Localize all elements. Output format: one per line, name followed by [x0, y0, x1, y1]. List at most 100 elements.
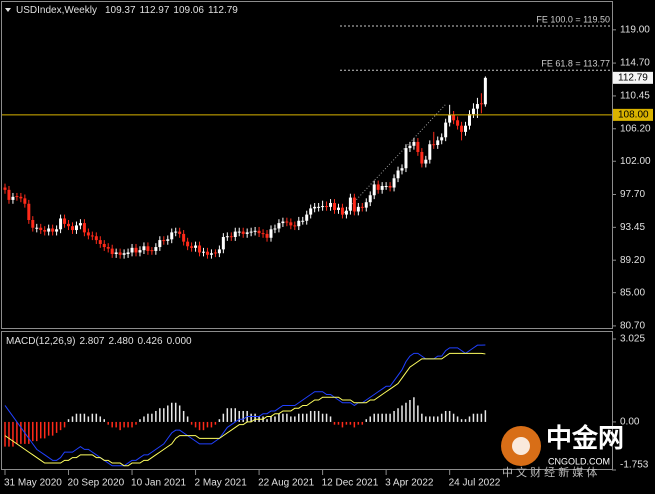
candle-body	[233, 231, 237, 238]
y-tick-label: 97.70	[620, 189, 645, 200]
macd-bar	[313, 410, 316, 422]
macd-bar	[305, 413, 308, 422]
candle-body	[293, 225, 297, 227]
menu-triangle[interactable]	[5, 8, 11, 12]
macd-bar	[389, 413, 391, 422]
macd-bar	[131, 421, 133, 428]
macd-bar	[440, 413, 443, 422]
candle-body	[380, 185, 384, 190]
macd-bar	[178, 405, 181, 422]
candle-body	[440, 137, 444, 141]
candle-body	[166, 239, 170, 241]
macd-bar	[286, 413, 288, 422]
candle-body	[114, 252, 118, 255]
candle-body	[102, 243, 106, 248]
candle-body	[404, 148, 408, 169]
candle-body	[289, 222, 293, 226]
candle-body	[82, 223, 86, 233]
macd-bar	[202, 421, 205, 431]
macd-bar	[329, 416, 332, 422]
x-tick-label: 12 Dec 2021	[322, 478, 379, 489]
candle-body	[444, 122, 448, 138]
candle-body	[94, 236, 98, 241]
candle-body	[146, 246, 150, 251]
current-price-box	[613, 71, 653, 84]
header-value: USDIndex,Weekly	[16, 5, 97, 16]
macd-bar	[16, 421, 18, 444]
candle-body	[479, 103, 483, 105]
x-tick-label: 22 Aug 2021	[258, 478, 315, 489]
candle-body	[364, 202, 368, 208]
candle-body	[420, 151, 424, 164]
macd-bar	[4, 421, 6, 447]
macd-bar	[452, 413, 455, 422]
macd-bar	[413, 397, 415, 422]
macd-bar	[234, 408, 237, 422]
candle-body	[43, 230, 47, 232]
x-tick-label: 24 Jul 2022	[449, 478, 501, 489]
macd-bar	[421, 413, 423, 422]
macd-bar	[123, 421, 125, 428]
candle-body	[309, 208, 313, 215]
candle-body	[31, 220, 35, 228]
x-tick-label: 10 Jan 2021	[131, 478, 186, 489]
candle-body	[265, 233, 269, 238]
candle-body	[110, 248, 114, 255]
macd-bar	[214, 421, 217, 425]
candle-body	[3, 187, 7, 190]
candle-body	[452, 114, 456, 121]
y-tick-label: 119.00	[620, 24, 650, 35]
macd-bar	[127, 421, 129, 428]
macd-bar	[91, 413, 94, 422]
candle-body	[392, 178, 396, 188]
candle-body	[194, 245, 198, 248]
macd-bar	[468, 416, 471, 422]
candle-body	[162, 240, 166, 242]
x-tick-label: 20 Sep 2020	[68, 478, 125, 489]
macd-bar	[385, 413, 387, 422]
candle-body	[333, 202, 337, 210]
candle-body	[209, 253, 213, 255]
candle-body	[340, 207, 344, 215]
candle-body	[11, 196, 15, 200]
candle-body	[273, 228, 277, 230]
macd-bar	[167, 405, 169, 422]
macd-bar	[242, 410, 244, 422]
macd-bar	[436, 416, 439, 422]
watermark-site: CNGOLD.COM	[548, 456, 610, 466]
candle-body	[122, 253, 126, 255]
macd-bar	[47, 421, 50, 436]
candle-body	[281, 221, 285, 224]
candle-body	[7, 189, 11, 200]
watermark: 中金网 CNGOLD.COM 中 文 财 经 新 媒 体	[501, 423, 624, 479]
macd-header-value: 2.807	[79, 336, 104, 347]
candle-body	[202, 251, 205, 253]
current-price-label: 112.79	[618, 72, 648, 83]
macd-bar	[484, 410, 487, 422]
candle-body	[134, 247, 138, 253]
macd-bar	[309, 410, 312, 422]
candle-body	[182, 233, 186, 242]
macd-bar	[274, 416, 276, 422]
candle-body	[356, 206, 360, 212]
macd-bar	[71, 416, 74, 422]
macd-bar	[111, 421, 113, 428]
macd-bar	[409, 399, 411, 422]
macd-bar	[55, 421, 58, 433]
candle-body	[467, 114, 471, 126]
macd-bar	[59, 421, 62, 431]
macd-bar	[147, 413, 149, 422]
candle-body	[376, 184, 380, 190]
macd-bar	[8, 421, 10, 447]
macd-bar	[186, 416, 189, 422]
macd-bar	[349, 421, 352, 425]
candle-body	[174, 231, 178, 233]
macd-bar	[282, 413, 284, 422]
candle-body	[35, 227, 39, 229]
y-tick-label: 114.70	[620, 58, 650, 69]
macd-y-tick-label: -1.753	[620, 460, 649, 471]
macd-bar	[365, 419, 368, 422]
y-tick-label: 93.45	[620, 222, 645, 233]
y-tick-label: 102.00	[620, 156, 651, 167]
candle-body	[460, 125, 464, 132]
